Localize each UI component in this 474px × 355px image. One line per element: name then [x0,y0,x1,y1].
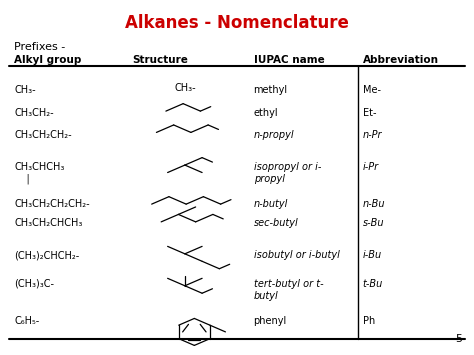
Text: methyl: methyl [254,85,288,95]
Text: sec-butyl: sec-butyl [254,218,298,228]
Text: CH₃CH₂-: CH₃CH₂- [14,108,54,118]
Text: Ph: Ph [363,316,375,326]
Text: Me-: Me- [363,85,381,95]
Text: CH₃-: CH₃- [174,83,196,93]
Text: CH₃-: CH₃- [14,85,36,95]
Text: CH₃CHCH₃
    |: CH₃CHCH₃ | [14,162,64,184]
Text: n-butyl: n-butyl [254,199,288,209]
Text: Prefixes -: Prefixes - [14,42,65,52]
Text: (CH₃)₂CHCH₂-: (CH₃)₂CHCH₂- [14,250,80,260]
Text: tert-butyl or t-
butyl: tert-butyl or t- butyl [254,279,323,301]
Text: s-Bu: s-Bu [363,218,384,228]
Text: i-Bu: i-Bu [363,250,382,260]
Text: Structure: Structure [133,55,189,65]
Text: n-Bu: n-Bu [363,199,385,209]
Text: n-propyl: n-propyl [254,130,294,140]
Text: phenyl: phenyl [254,316,287,326]
Text: isopropyl or i-
propyl: isopropyl or i- propyl [254,162,321,184]
Text: ethyl: ethyl [254,108,278,118]
Text: Et-: Et- [363,108,376,118]
Text: CH₃CH₂CHCH₃: CH₃CH₂CHCH₃ [14,218,82,228]
Text: CH₃CH₂CH₂-: CH₃CH₂CH₂- [14,130,72,140]
Text: isobutyl or i-butyl: isobutyl or i-butyl [254,250,339,260]
Text: t-Bu: t-Bu [363,279,383,289]
Text: i-Pr: i-Pr [363,162,379,171]
Text: C₆H₅-: C₆H₅- [14,316,39,326]
Text: Alkyl group: Alkyl group [14,55,82,65]
Text: CH₃CH₂CH₂CH₂-: CH₃CH₂CH₂CH₂- [14,199,90,209]
Text: Abbreviation: Abbreviation [363,55,438,65]
Text: IUPAC name: IUPAC name [254,55,324,65]
Text: Alkanes - Nomenclature: Alkanes - Nomenclature [125,14,349,32]
Text: n-Pr: n-Pr [363,130,382,140]
Text: 5: 5 [455,334,462,344]
Text: (CH₃)₃C-: (CH₃)₃C- [14,279,54,289]
